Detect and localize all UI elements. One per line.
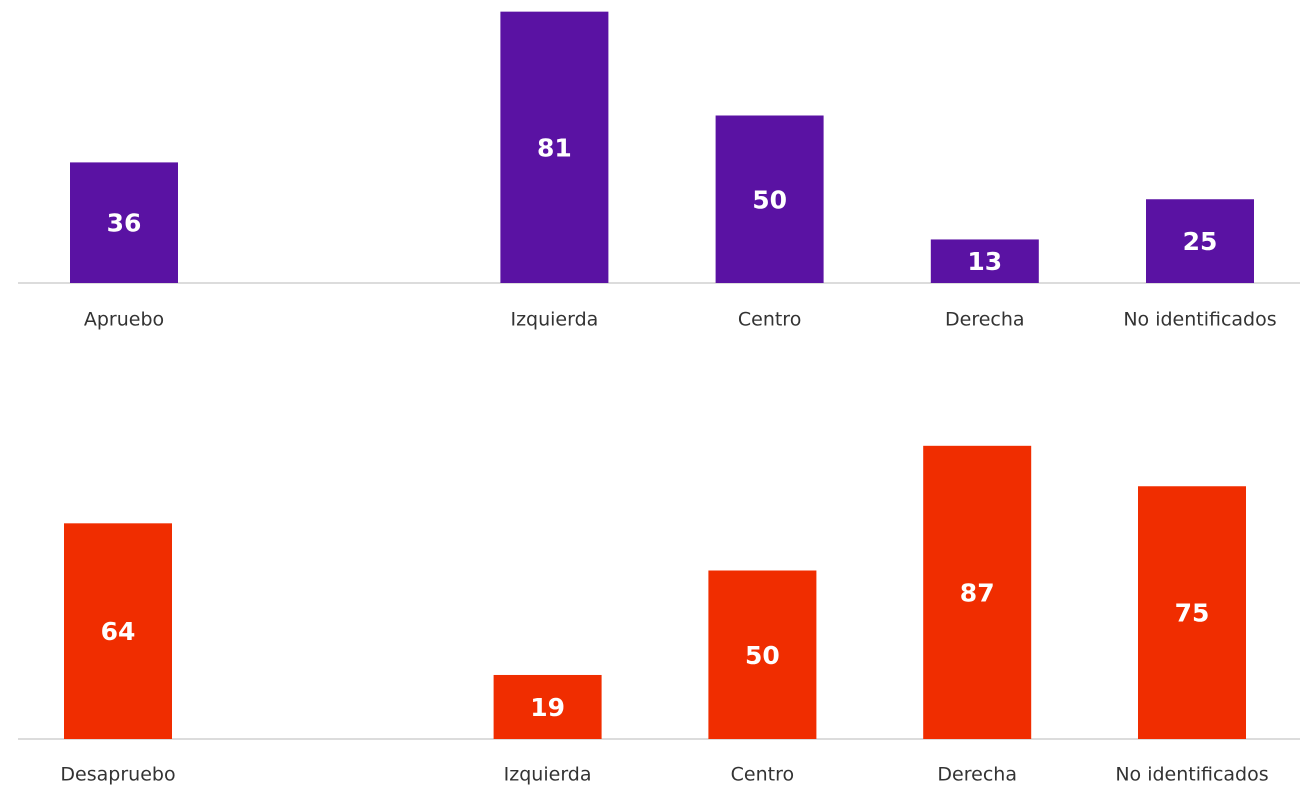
- bar: [1138, 486, 1246, 739]
- bar: [708, 570, 817, 739]
- bar: [930, 239, 1039, 283]
- bar: [70, 162, 178, 283]
- bar: [500, 11, 609, 284]
- bar: [715, 115, 824, 283]
- x-tick-label: Apruebo: [84, 309, 164, 331]
- data-label: 64: [101, 617, 136, 646]
- x-tick-label: Derecha: [937, 764, 1017, 785]
- bar: [64, 523, 172, 739]
- data-label: 19: [530, 693, 565, 722]
- data-label: 25: [1183, 227, 1218, 256]
- data-label: 87: [960, 578, 995, 607]
- bar: [1146, 199, 1254, 283]
- data-label: 50: [752, 185, 787, 214]
- x-tick-label: Derecha: [945, 309, 1025, 331]
- data-label: 50: [745, 641, 780, 670]
- data-label: 75: [1175, 599, 1210, 628]
- data-label: 81: [537, 133, 572, 162]
- bar: [923, 445, 1032, 739]
- x-tick-label: Izquierda: [510, 309, 598, 331]
- data-label: 13: [967, 247, 1002, 276]
- bar: [493, 674, 602, 739]
- x-tick-label: No identificados: [1123, 309, 1276, 331]
- x-tick-label: Centro: [738, 309, 801, 331]
- x-tick-label: Izquierda: [504, 764, 592, 785]
- x-tick-label: Desapruebo: [60, 764, 175, 785]
- data-label: 36: [107, 209, 142, 238]
- x-tick-label: No identificados: [1115, 764, 1268, 785]
- x-tick-label: Centro: [731, 764, 794, 785]
